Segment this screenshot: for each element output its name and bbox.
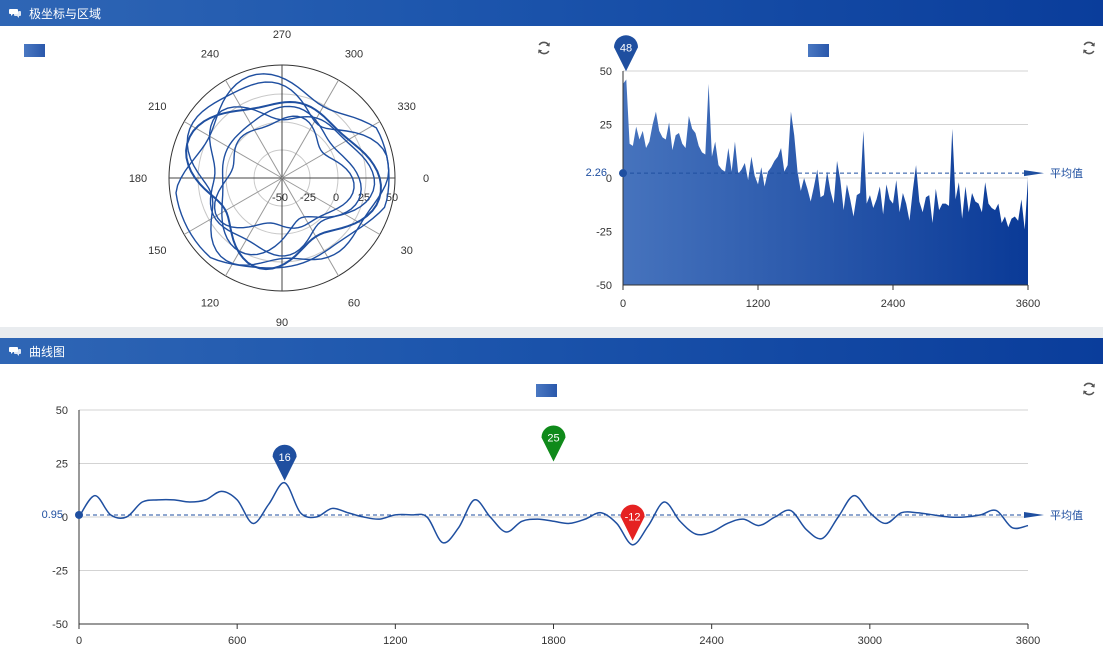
map-pin-icon: 48 — [614, 35, 638, 72]
panel-header: 极坐标与区域 — [0, 0, 1103, 26]
angle-tick-label: 180 — [129, 173, 147, 185]
line-series — [78, 482, 1029, 546]
chat-bubbles-icon — [9, 345, 21, 357]
y-tick-label: 0 — [606, 173, 612, 185]
x-tick-label: 3000 — [858, 635, 882, 647]
map-pin-icon: -12 — [620, 504, 645, 541]
markline-label: 平均值 — [1050, 167, 1083, 180]
polar-series-line — [213, 115, 355, 229]
y-tick-label: -50 — [596, 280, 612, 292]
y-tick-label: 50 — [600, 66, 612, 78]
map-pin-icon: 25 — [541, 425, 566, 462]
refresh-icon[interactable] — [1081, 40, 1097, 56]
x-tick-label: 3600 — [1016, 298, 1040, 310]
markline-label: 平均值 — [1050, 509, 1083, 522]
polar-spoke — [281, 79, 339, 179]
markpoint-pin — [620, 504, 645, 541]
refresh-icon[interactable] — [1081, 381, 1097, 397]
y-tick-label: 0 — [62, 512, 68, 524]
polar-series-line — [221, 105, 362, 256]
polar-spoke — [281, 121, 381, 179]
angle-tick-label: 300 — [345, 48, 363, 60]
x-tick-label: 1200 — [746, 298, 770, 310]
angle-tick-label: 240 — [201, 48, 219, 60]
line-panel: 曲线图 50 25 0 -25 -50 0 600 1200 1800 2400 3000 3600 平… — [0, 338, 1103, 657]
refresh-icon[interactable] — [536, 40, 552, 56]
y-tick-label: 25 — [600, 120, 612, 132]
y-tick-label: -50 — [52, 619, 68, 631]
markpoint-label: 48 — [620, 42, 632, 54]
angle-tick-label: 210 — [148, 101, 166, 113]
polar-spoke — [183, 177, 283, 235]
polar-series-line — [186, 81, 390, 266]
panel-title: 曲线图 — [29, 344, 66, 359]
legend-swatch[interactable] — [808, 44, 829, 57]
polar-series-line — [185, 100, 382, 271]
markpoint-pin — [272, 444, 297, 481]
markline-arrow — [1024, 511, 1044, 518]
markpoint-label: -12 — [625, 512, 641, 524]
angle-tick-label: 90 — [276, 317, 288, 327]
markpoint-pin — [614, 35, 638, 72]
y-tick-label: 50 — [56, 405, 68, 417]
area-chart: 50 25 0 -25 -50 0 1200 2400 3600 平均值 2.26 48 — [560, 26, 1103, 327]
x-tick-label: 3600 — [1016, 635, 1040, 647]
area-plot: 50 25 0 -25 -50 0 1200 2400 3600 平均值 2.26 48 — [586, 35, 1083, 310]
area-series — [623, 79, 1028, 285]
markline-start-dot — [619, 169, 627, 178]
panel-title: 极坐标与区域 — [29, 6, 102, 21]
markline-value: 0.95 — [42, 509, 63, 521]
angle-tick-label: 330 — [398, 101, 416, 113]
markpoint-label: 25 — [547, 433, 559, 445]
radius-tick-label: 0 — [333, 192, 339, 204]
radius-tick-label: 50 — [386, 192, 398, 204]
polar-series-line — [175, 73, 390, 269]
map-pin-icon: 16 — [272, 444, 297, 481]
y-tick-label: -25 — [52, 566, 68, 578]
markpoint-label: 16 — [278, 452, 290, 464]
angle-tick-label: 30 — [401, 245, 413, 257]
line-plot: 50 25 0 -25 -50 0 600 1200 1800 2400 3000 3600 平均值 0.… — [42, 405, 1083, 647]
markline-value: 2.26 — [586, 167, 607, 179]
y-tick-label: 25 — [56, 459, 68, 471]
legend-swatch[interactable] — [24, 44, 45, 57]
markpoint-pin — [541, 425, 566, 462]
line-chart: 50 25 0 -25 -50 0 600 1200 1800 2400 3000 3600 平均值 0.… — [0, 366, 1103, 657]
angle-tick-label: 270 — [273, 29, 291, 41]
polar-chart: 0 30 60 90 120 150 180 210 240 270 300 330 -50 -25 0 25… — [0, 26, 560, 327]
legend-swatch[interactable] — [536, 384, 557, 397]
radius-tick-label: -50 — [272, 192, 288, 204]
polar-spoke — [225, 79, 283, 179]
markline-start-dot — [75, 510, 83, 519]
x-tick-label: 600 — [228, 635, 246, 647]
panel-header: 曲线图 — [0, 338, 1103, 364]
x-tick-label: 2400 — [699, 635, 723, 647]
chat-bubbles-icon — [9, 7, 21, 19]
polar-spoke — [225, 177, 283, 277]
x-tick-label: 1200 — [383, 635, 407, 647]
angle-tick-label: 0 — [423, 173, 429, 185]
markline-arrow — [1024, 170, 1044, 177]
polar-spoke — [183, 121, 283, 179]
polar-area-panel: 极坐标与区域 0 30 60 90 120 150 180 210 240 270 300 330 -5… — [0, 0, 1103, 327]
x-tick-label: 0 — [76, 635, 82, 647]
x-tick-label: 1800 — [541, 635, 565, 647]
polar-spoke — [281, 177, 339, 277]
angle-tick-label: 150 — [148, 245, 166, 257]
x-tick-label: 0 — [620, 298, 626, 310]
angle-tick-label: 60 — [348, 298, 360, 310]
x-tick-label: 2400 — [881, 298, 905, 310]
polar-series-line — [209, 106, 376, 257]
y-tick-label: -25 — [596, 227, 612, 239]
angle-tick-label: 120 — [201, 298, 219, 310]
radius-tick-label: -25 — [300, 192, 316, 204]
